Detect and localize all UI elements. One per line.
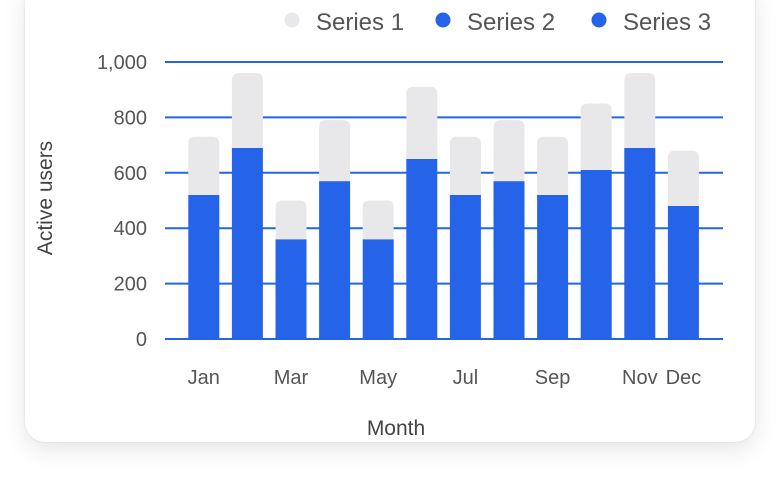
legend-item[interactable]: Series 1 [284, 9, 405, 36]
legend-label: Series 3 [623, 9, 711, 36]
bar-series-2-may[interactable] [362, 239, 394, 339]
bar-series-1-nov[interactable] [624, 73, 656, 148]
y-tick-label: 1,000 [97, 52, 147, 74]
legend-label: Series 1 [316, 9, 404, 36]
bar-series-1-apr[interactable] [319, 120, 351, 182]
bar-series-2-jul[interactable] [449, 194, 481, 339]
legend-label: Series 2 [467, 9, 555, 36]
x-tick-label: Jul [453, 367, 479, 389]
y-axis-title: Active users [34, 141, 57, 255]
y-tick-label: 200 [114, 274, 147, 296]
x-tick-label: Mar [274, 367, 309, 389]
x-axis-title: Month [367, 417, 425, 440]
bar-series-2-aug[interactable] [493, 181, 525, 339]
bar-series-2-feb[interactable] [231, 147, 263, 339]
bar-series-2-jun[interactable] [406, 158, 438, 339]
bar-series-2-sep[interactable] [537, 194, 569, 339]
legend-item[interactable]: Series 3 [591, 9, 712, 36]
bar-series-1-oct[interactable] [580, 103, 612, 171]
x-tick-label: Dec [666, 367, 702, 389]
legend-swatch [435, 12, 451, 28]
bar-series-1-mar[interactable] [275, 200, 307, 240]
bar-series-1-jun[interactable] [406, 86, 438, 159]
x-tick-label: Sep [535, 367, 571, 389]
x-tick-label: May [359, 367, 397, 389]
bar-series-2-jan[interactable] [188, 194, 220, 339]
bar-series-1-dec[interactable] [667, 150, 699, 207]
legend-item[interactable]: Series 2 [435, 9, 556, 36]
y-tick-label: 0 [136, 329, 147, 351]
bar-series-2-dec[interactable] [667, 206, 699, 339]
y-tick-label: 400 [114, 218, 147, 240]
y-tick-label: 800 [114, 107, 147, 129]
bar-series-2-nov[interactable] [624, 147, 656, 339]
legend-swatch [591, 12, 607, 28]
bar-series-1-sep[interactable] [537, 136, 569, 195]
bar-series-1-jan[interactable] [188, 136, 220, 195]
bar-series-1-jul[interactable] [449, 136, 481, 195]
legend-swatch [284, 12, 300, 28]
bar-series-1-may[interactable] [362, 200, 394, 240]
bar-series-2-oct[interactable] [580, 170, 612, 339]
bar-series-1-feb[interactable] [231, 73, 263, 148]
bar-series-2-apr[interactable] [319, 181, 351, 339]
x-tick-label: Nov [622, 367, 658, 389]
bar-series-2-mar[interactable] [275, 239, 307, 339]
x-tick-label: Jan [188, 367, 220, 389]
y-tick-label: 600 [114, 163, 147, 185]
bar-series-1-aug[interactable] [493, 120, 525, 182]
